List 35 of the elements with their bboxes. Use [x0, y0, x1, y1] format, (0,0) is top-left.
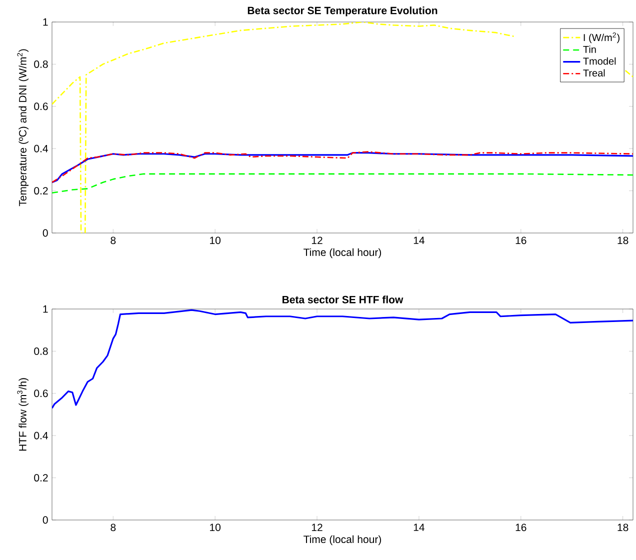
y-tick-label: 0.4 [34, 432, 48, 440]
y-tick-label: 0.4 [34, 144, 48, 152]
y-tick-label: 0 [42, 229, 48, 237]
line-series [52, 309, 634, 409]
x-tick-label: 12 [312, 524, 322, 532]
x-tick-label: 18 [618, 236, 628, 244]
chart-title: Beta sector SE Temperature Evolution [248, 6, 438, 16]
y-tick-label: 0.2 [34, 474, 48, 482]
legend-label: Tmodel [583, 57, 616, 65]
y-tick-label: 0.8 [34, 60, 48, 68]
legend-label: I (W/m$^{2}$) [584, 32, 620, 44]
x-tick-label: 14 [414, 524, 424, 531]
y-tick-label: 1 [43, 305, 48, 313]
x-tick-label: 14 [414, 236, 424, 244]
x-tick-label: 10 [210, 524, 221, 532]
y-axis-title: HTF flow (m$^{3}$/h) [17, 378, 29, 451]
y-tick-label: 0.8 [34, 347, 48, 355]
y-tick-label: 0.2 [34, 187, 48, 195]
y-tick-label: 0.6 [34, 102, 48, 110]
x-tick-label: 8 [110, 236, 116, 244]
legend-label: Treal [583, 69, 605, 77]
x-tick-label: 16 [516, 236, 526, 244]
x-tick-label: 18 [618, 524, 628, 532]
y-tick-label: 1 [43, 18, 48, 26]
x-axis-title: Time (local hour) [304, 535, 382, 546]
x-tick-label: 10 [210, 236, 221, 244]
y-tick-label: 0 [42, 516, 48, 524]
x-tick-label: 16 [516, 524, 526, 532]
x-tick-label: 12 [312, 236, 322, 244]
y-axis-title: Temperature (ºC) and DNI (W/m$^{2}$) [17, 49, 28, 206]
legend-label: Tin [583, 46, 596, 53]
chart-title: Beta sector SE HTF flow [282, 296, 404, 304]
y-tick-label: 0.6 [34, 390, 48, 398]
x-tick-label: 8 [110, 524, 116, 532]
x-axis-title: Time (local hour) [304, 248, 382, 258]
